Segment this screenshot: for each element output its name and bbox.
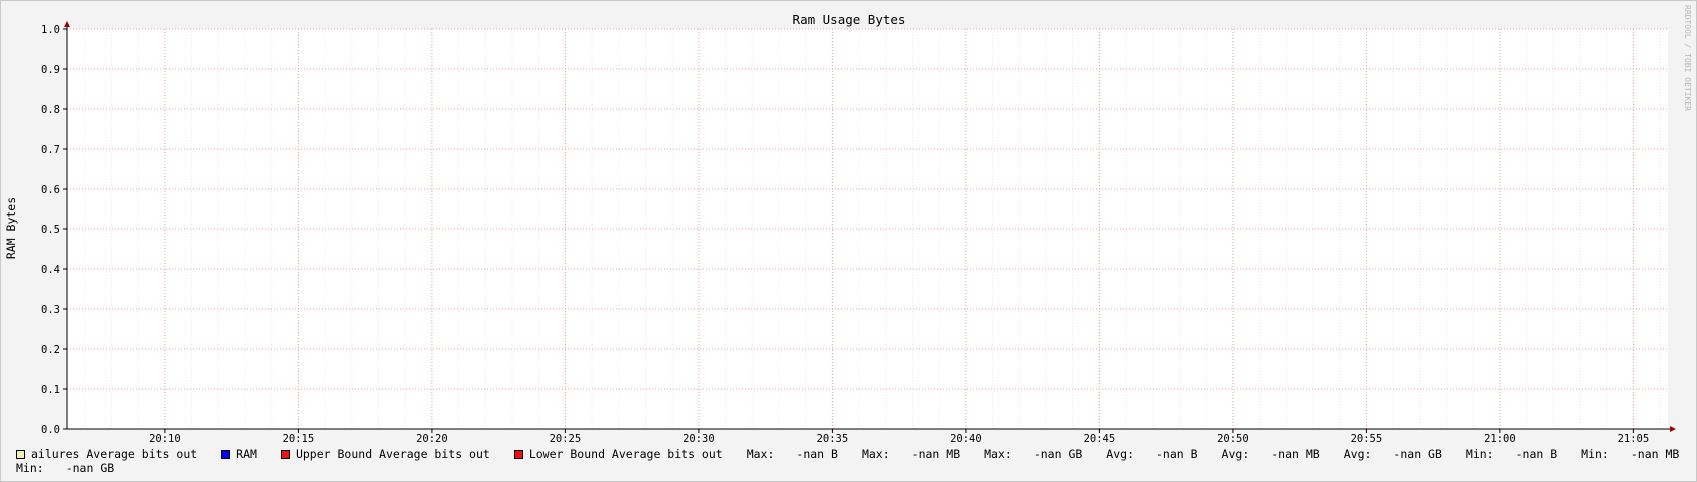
legend-stat: Avg: -nan GB	[1344, 447, 1442, 461]
y-tick-label: 0.0	[41, 424, 60, 436]
stat-label: Max:	[746, 447, 775, 461]
stat-value: -nan B	[796, 447, 838, 461]
y-axis-label: RAM Bytes	[4, 197, 18, 259]
legend-stat: Min: -nan GB	[16, 461, 114, 475]
legend-stat: Min: -nan B	[1466, 447, 1557, 461]
chart-title: Ram Usage Bytes	[793, 12, 906, 27]
major-grid	[67, 28, 1668, 429]
y-tick-label: 1.0	[41, 24, 60, 36]
y-tick-label: 0.1	[41, 384, 60, 396]
legend-stat: Max: -nan B	[747, 447, 838, 461]
x-tick-label: 20:35	[817, 433, 849, 445]
stat-value: -nan GB	[65, 461, 115, 475]
legend-item: ailures Average bits out	[16, 447, 197, 461]
legend-swatch	[513, 449, 523, 459]
x-tick-label: 20:25	[550, 433, 582, 445]
y-tick-label: 0.7	[41, 144, 60, 156]
stat-label: Avg:	[1106, 447, 1134, 461]
x-tick-label: 20:50	[1217, 433, 1249, 445]
stat-value: -nan MB	[911, 447, 961, 461]
legend-label: Lower Bound Average bits out	[528, 447, 723, 461]
x-tick-label: 20:10	[149, 433, 181, 445]
y-tick-label: 0.6	[41, 184, 60, 196]
stat-value: -nan MB	[1271, 447, 1320, 461]
x-tick-label: 21:00	[1484, 433, 1516, 445]
y-tick-label: 0.5	[41, 224, 60, 236]
y-tick-label: 0.3	[41, 304, 60, 316]
stat-label: Min:	[1581, 447, 1609, 461]
stat-value: -nan GB	[1033, 447, 1083, 461]
legend-row-2: Min: -nan GB	[16, 461, 138, 475]
plot-area	[67, 29, 1668, 429]
legend-row: ailures Average bits out RAM Upper Bound A…	[16, 447, 1697, 461]
legend-item: Upper Bound Average bits out	[280, 447, 490, 461]
stat-label: Max:	[984, 447, 1012, 461]
y-tick-label: 0.2	[41, 344, 60, 356]
x-tick-label: 21:05	[1618, 433, 1650, 445]
stat-value: -nan MB	[1630, 447, 1680, 461]
legend-stat: Avg: -nan MB	[1222, 447, 1320, 461]
stat-label: Min:	[16, 461, 44, 475]
legend-swatch	[221, 449, 231, 459]
stat-label: Min:	[1465, 447, 1494, 461]
legend-swatch	[280, 449, 290, 459]
x-tick-label: 20:15	[283, 433, 315, 445]
stat-label: Max:	[861, 447, 890, 461]
legend-swatch	[16, 449, 25, 459]
x-tick-label: 20:40	[950, 433, 982, 445]
legend-item: Lower Bound Average bits out	[513, 447, 723, 461]
stat-value: -nan B	[1515, 447, 1558, 461]
x-tick-label: 20:20	[416, 433, 448, 445]
y-axis-arrow	[64, 21, 70, 27]
x-tick-label: 20:45	[1084, 433, 1116, 445]
x-tick-label: 20:55	[1351, 433, 1383, 445]
legend-stat: Max: -nan GB	[984, 447, 1082, 461]
y-tick-label: 0.9	[41, 64, 60, 76]
watermark: RRDTOOL / TOBI OETIKER	[1683, 5, 1692, 111]
legend-label: RAM	[236, 447, 257, 461]
legend-stat: Max: -nan MB	[862, 447, 960, 461]
y-axis-ticks: 0.0 0.1 0.2 0.3 0.4 0.5 0.6 0.7 0.8 0.9 1.0	[41, 24, 67, 436]
axes	[63, 21, 1676, 432]
stat-label: Avg:	[1221, 447, 1250, 461]
legend-stat: Avg: -nan B	[1106, 447, 1197, 461]
legend-label: Upper Bound Average bits out	[295, 447, 490, 461]
x-axis-arrow	[1670, 426, 1676, 432]
y-tick-label: 0.8	[41, 104, 60, 116]
legend-label: ailures Average bits out	[31, 447, 198, 461]
legend-stat: Min: -nan MB	[1581, 447, 1679, 461]
stat-value: -nan B	[1156, 447, 1198, 461]
legend-item: RAM	[221, 447, 257, 461]
y-tick-label: 0.4	[41, 264, 60, 276]
x-axis-ticks: 20:10 20:15 20:20 20:25 20:30 20:35 20:40 20:45…	[149, 429, 1649, 445]
x-tick-label: 20:30	[683, 433, 715, 445]
stat-value: -nan GB	[1393, 447, 1442, 461]
stat-label: Avg:	[1343, 447, 1372, 461]
